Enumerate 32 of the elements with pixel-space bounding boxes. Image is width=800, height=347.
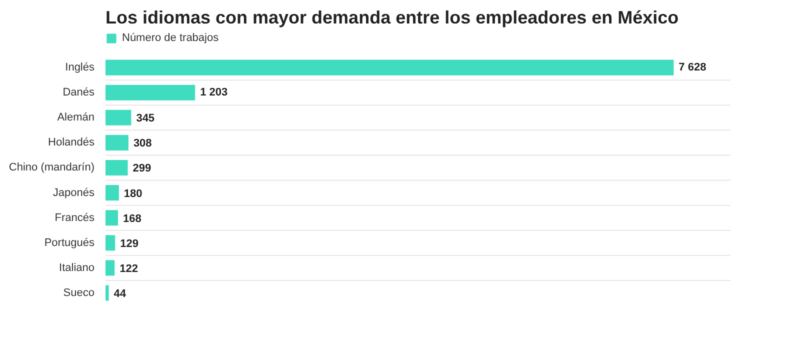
y-tick-label: Inglés [65, 62, 95, 74]
y-tick-label: Italiano [59, 262, 95, 274]
y-tick-label: Sueco [63, 286, 95, 299]
bar [106, 260, 115, 276]
data-label: 168 [123, 212, 142, 225]
bar [106, 235, 116, 251]
y-tick-label: Japonés [52, 186, 95, 199]
bar [106, 160, 128, 176]
y-tick-label: Chino (mandarín) [8, 162, 94, 174]
bar [106, 210, 118, 226]
data-label: 345 [136, 112, 155, 125]
bar [106, 84, 196, 100]
bar [106, 134, 128, 150]
data-label: 1 203 [200, 86, 228, 99]
bar [106, 110, 132, 126]
data-label: 7 628 [678, 62, 706, 74]
chart-title: Los idiomas con mayor demanda entre los empleadores en México [106, 8, 679, 28]
data-label: 299 [132, 162, 152, 175]
y-tick-label: Alemán [57, 112, 94, 124]
bar [106, 185, 119, 201]
legend-label: Número de trabajos [122, 32, 219, 44]
y-tick-label: Francés [54, 212, 95, 224]
y-tick-label: Holandés [48, 136, 95, 149]
bar [106, 285, 109, 301]
data-label: 122 [120, 262, 138, 275]
data-label: 44 [114, 288, 127, 300]
y-tick-label: Portugués [44, 236, 95, 249]
data-label: 129 [120, 238, 138, 250]
bar [106, 60, 674, 76]
data-label: 180 [124, 188, 142, 200]
y-tick-label: Danés [62, 86, 95, 99]
data-label: 308 [133, 138, 152, 150]
